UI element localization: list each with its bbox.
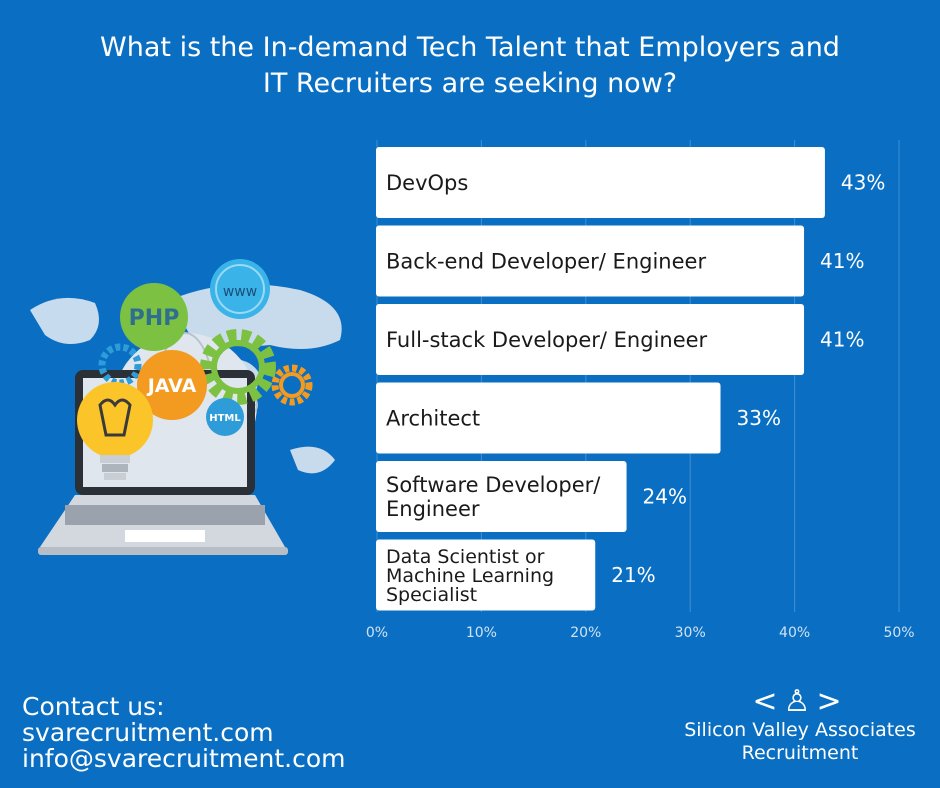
website-link[interactable]: svarecruitment.com: [22, 718, 274, 747]
chart-title: What is the In-demand Tech Talent that E…: [20, 30, 920, 102]
bar-category-label: DevOps: [386, 171, 468, 195]
java-icon: JAVA: [137, 350, 207, 420]
svg-text:JAVA: JAVA: [146, 375, 197, 397]
php-icon: PHP: [120, 283, 188, 351]
green-gear-icon: [200, 329, 276, 405]
x-tick-label: 0%: [366, 625, 388, 641]
bar-category-label: Data Scientist or Machine Learning Special…: [386, 546, 554, 606]
contact-heading: Contact us:: [22, 692, 165, 721]
bar-category-label: Back-end Developer/ Engineer: [386, 250, 706, 274]
www-icon: www: [210, 259, 270, 319]
email-link[interactable]: info@svarecruitment.com: [22, 744, 346, 773]
person-brackets-icon: <♙>: [752, 684, 848, 719]
bar-value-label: 41%: [820, 249, 864, 273]
bar-value-label: 21%: [611, 563, 655, 587]
bar-category-label: Architect: [386, 407, 480, 431]
bar-category-label: Full-stack Developer/ Engineer: [386, 328, 708, 352]
tech-illustration: PHP www JAVA HTML: [30, 259, 342, 555]
bar: [376, 225, 805, 297]
bar-value-label: 41%: [820, 328, 864, 352]
bar-value-label: 43%: [841, 171, 885, 195]
title-line-2: IT Recruiters are seeking now?: [262, 68, 678, 99]
bar: [376, 461, 627, 532]
x-tick-label: 50%: [883, 625, 914, 641]
bar: [376, 147, 825, 218]
bar-value-label: 33%: [737, 406, 781, 430]
x-tick-label: 40%: [779, 625, 810, 641]
company-name-line-2: Recruitment: [741, 742, 859, 764]
svg-text:PHP: PHP: [129, 306, 180, 331]
x-tick-label: 20%: [570, 625, 601, 641]
bar-value-label: 24%: [643, 485, 687, 509]
bar-category-label: Software Developer/Engineer: [386, 473, 601, 521]
company-logo: <♙> Silicon Valley Associates Recruitmen…: [665, 685, 935, 765]
x-tick-label: 30%: [675, 625, 706, 641]
svg-text:HTML: HTML: [209, 413, 241, 424]
contact-block: Contact us: svarecruitment.com info@svar…: [22, 694, 345, 772]
bar: [376, 304, 805, 375]
lightbulb-icon: [77, 382, 153, 480]
x-tick-label: 10%: [466, 625, 497, 641]
html-icon: HTML: [206, 398, 244, 436]
bar: [376, 382, 721, 454]
bar: [376, 539, 596, 611]
orange-gear-icon: [271, 364, 313, 406]
svg-text:www: www: [223, 284, 257, 300]
company-name-line-1: Silicon Valley Associates: [684, 719, 916, 741]
title-line-1: What is the In-demand Tech Talent that E…: [100, 32, 840, 63]
